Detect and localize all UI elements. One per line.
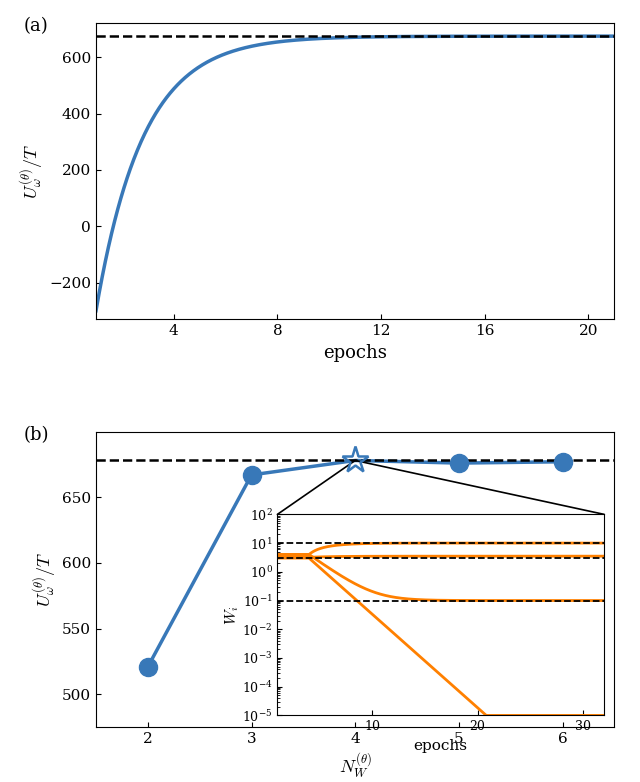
Y-axis label: $U^{(\theta)}_{\omega}/T$: $U^{(\theta)}_{\omega}/T$ <box>31 552 58 607</box>
X-axis label: $N_W^{(\theta)}$: $N_W^{(\theta)}$ <box>339 752 372 780</box>
Text: (a): (a) <box>24 17 48 35</box>
Y-axis label: $U^{(\theta)}_{\omega}/T$: $U^{(\theta)}_{\omega}/T$ <box>18 144 45 199</box>
X-axis label: epochs: epochs <box>323 343 387 361</box>
Text: (b): (b) <box>24 425 49 443</box>
